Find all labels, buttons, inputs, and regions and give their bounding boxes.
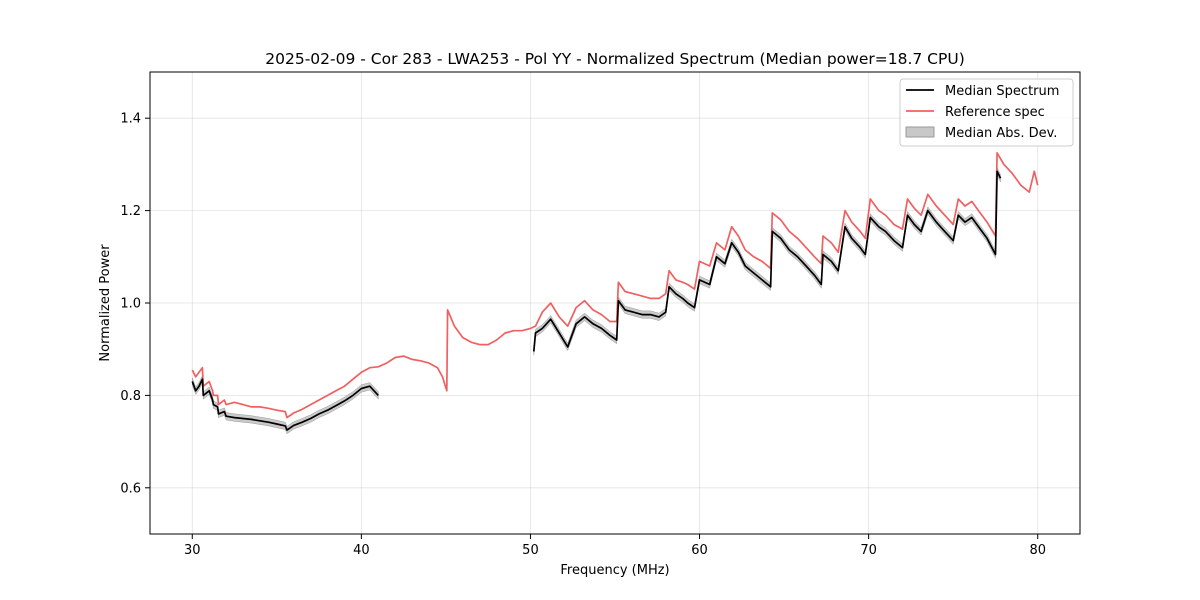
x-tick-label: 30 [184,543,201,558]
y-tick-label: 0.6 [120,481,141,496]
x-tick-label: 60 [691,543,708,558]
series-lines [191,152,1039,431]
mad-band-segment [533,167,1001,356]
y-tick-label: 0.8 [120,389,141,404]
median-spectrum-line [532,170,1002,352]
axis-ticks: 30 40 50 60 70 80 0.6 0.8 1.0 1.2 1.4 [120,112,1046,558]
legend-reference-label: Reference spec [945,105,1045,120]
legend-box [899,78,1074,147]
x-tick-label: 50 [522,543,539,558]
y-axis-label: Normalized Power [98,244,113,362]
x-tick-label: 80 [1029,543,1046,558]
legend-mad-swatch [905,126,935,138]
median-abs-dev-band [192,167,1001,435]
legend: Median Spectrum Reference spec Median Ab… [899,78,1074,147]
y-tick-label: 1.2 [120,204,141,219]
median-spectrum-line [191,378,379,431]
chart-title: 2025-02-09 - Cor 283 - LWA253 - Pol YY -… [265,50,965,68]
mad-band-segment [192,374,379,435]
x-axis-label: Frequency (MHz) [560,563,669,578]
x-tick-label: 40 [353,543,370,558]
y-tick-label: 1.0 [120,297,141,312]
y-tick-label: 1.4 [120,112,141,127]
legend-mad-label: Median Abs. Dev. [945,126,1057,141]
legend-median-label: Median Spectrum [945,84,1059,99]
x-tick-label: 70 [860,543,877,558]
